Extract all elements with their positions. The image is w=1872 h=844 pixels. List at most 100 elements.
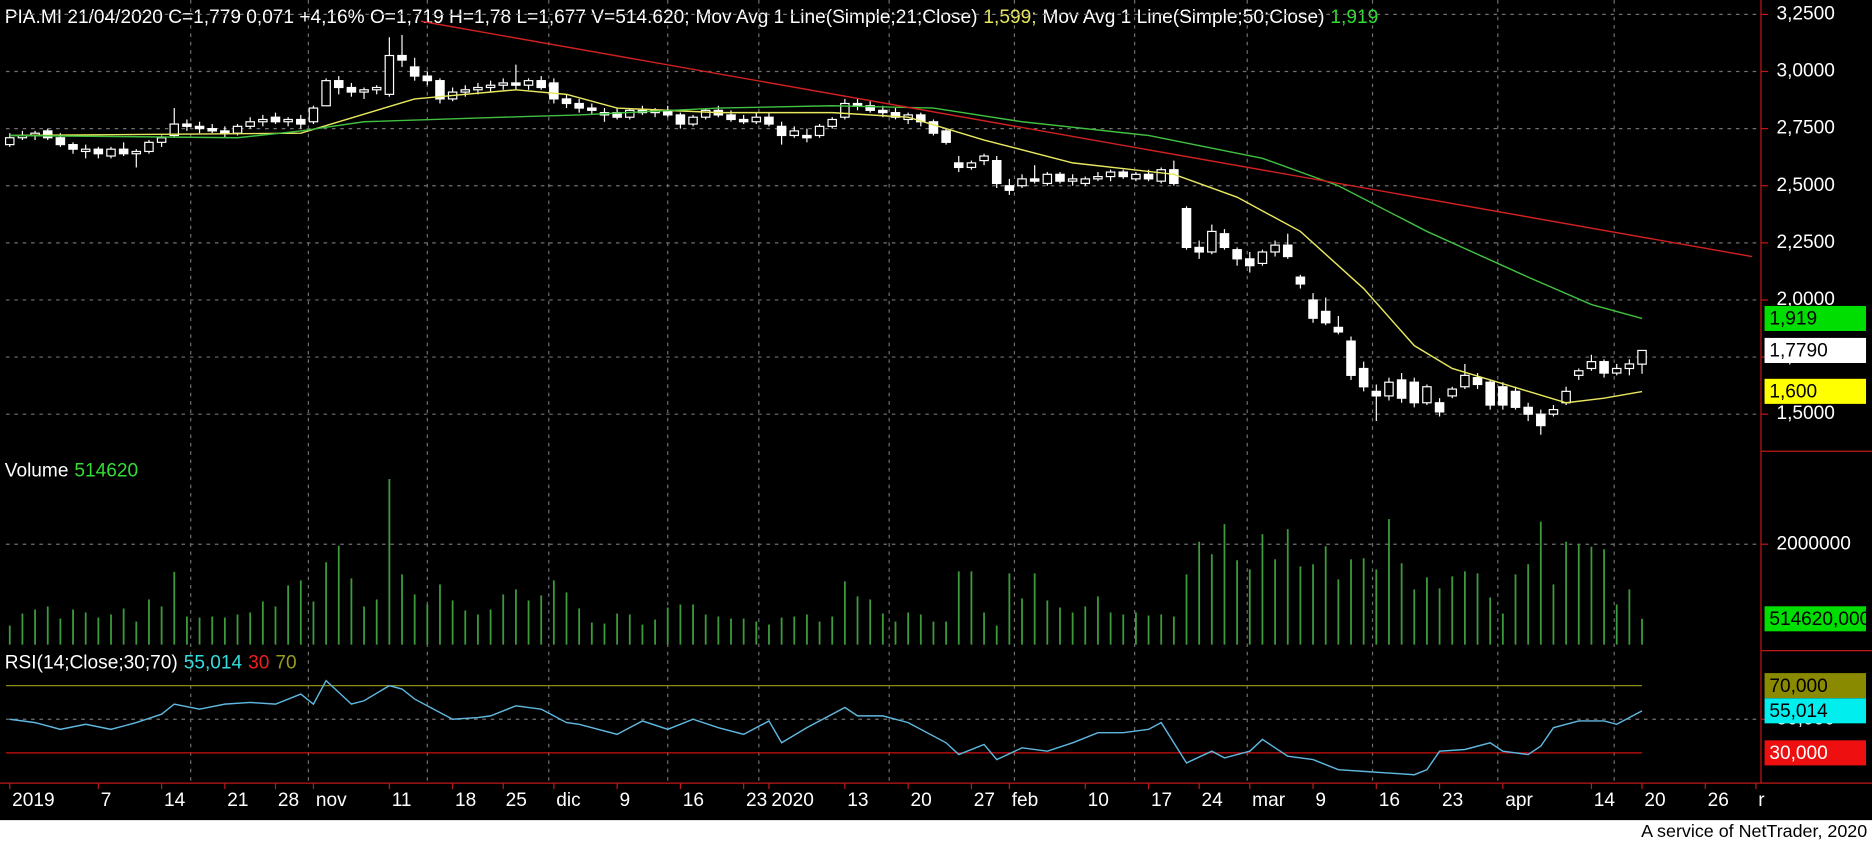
x-tick-label: 23 — [1442, 790, 1463, 811]
candle-body — [131, 150, 142, 155]
last-value-box — [1764, 378, 1867, 404]
x-tick-label: 23 — [746, 790, 767, 811]
candle-body — [296, 118, 306, 125]
panel-legend: Volume 514620 — [5, 461, 138, 482]
background — [0, 0, 1872, 820]
legend-title: RSI(14;Close;30;70) — [5, 653, 178, 674]
last-value-box — [1764, 698, 1867, 724]
candle-body — [511, 82, 521, 86]
candle-body — [865, 105, 875, 111]
candle-body — [1017, 178, 1027, 187]
candle-body — [1485, 381, 1495, 406]
last-value-label: 30,000 — [1769, 743, 1827, 764]
candle-body — [169, 123, 180, 137]
candle-body — [1118, 171, 1129, 178]
candle-body — [1194, 246, 1204, 253]
y-tick-label: 2,0000 — [1776, 289, 1834, 310]
candle-body — [890, 112, 901, 118]
candle-body — [1232, 249, 1242, 260]
candle-body — [1422, 386, 1432, 404]
candle-body — [346, 86, 357, 93]
candle-body — [1624, 363, 1635, 370]
x-tick-label: 26 — [1708, 790, 1729, 811]
candle-body — [1510, 390, 1521, 408]
x-tick-label: 7 — [101, 790, 112, 811]
last-value-box — [1764, 673, 1867, 699]
last-value-label: 70,000 — [1769, 676, 1827, 697]
header-part: Mov Avg 1 Line(Simple;50;Close) — [1043, 7, 1325, 28]
candle-body — [1573, 370, 1584, 376]
footer-band — [0, 820, 1872, 844]
candle-body — [1308, 299, 1318, 319]
candle-body — [700, 109, 711, 118]
candle-body — [321, 80, 331, 107]
candle-body — [55, 137, 66, 146]
candle-body — [1346, 340, 1356, 376]
candle-body — [1637, 349, 1647, 365]
candle-body — [549, 82, 559, 100]
header-part: 1,599; — [983, 7, 1036, 28]
x-tick-label: 14 — [164, 790, 186, 811]
candle-body — [220, 130, 230, 134]
last-value-label: 1,7790 — [1769, 341, 1827, 362]
candle-body — [802, 134, 812, 139]
candle-body — [827, 118, 837, 127]
x-tick-label: 20 — [911, 790, 932, 811]
moving-average — [9, 105, 1643, 320]
candle-body — [751, 116, 762, 123]
candle-body — [1004, 185, 1015, 191]
candle-body — [852, 102, 863, 107]
candle-body — [1257, 251, 1268, 265]
candle-body — [1245, 258, 1255, 267]
x-tick-label: 21 — [227, 790, 248, 811]
panel-legend: RSI(14;Close;30;70) 55,014 30 70 — [5, 653, 297, 674]
candle-body — [1371, 390, 1382, 397]
last-value-box — [1764, 740, 1867, 766]
candle-body — [473, 86, 483, 91]
candle-body — [1029, 178, 1040, 182]
candle-body — [1396, 379, 1407, 399]
candle-body — [1548, 409, 1559, 415]
candle-body — [1282, 244, 1293, 258]
x-tick-label: 9 — [1315, 790, 1326, 811]
candle-body — [688, 116, 698, 125]
candle-body — [1207, 230, 1217, 253]
last-value-box — [1764, 337, 1867, 363]
candle-body — [587, 107, 597, 111]
candle-body — [1561, 390, 1571, 404]
header-part: 1,919 — [1330, 7, 1378, 28]
candle-body — [1181, 207, 1192, 249]
candle-body — [194, 125, 205, 130]
last-value-label: 1,919 — [1769, 309, 1817, 330]
last-value-label: 1,600 — [1769, 382, 1817, 403]
candle-body — [1358, 367, 1369, 388]
candle-body — [1042, 173, 1053, 185]
header-part: PIA.MI 21/04/2020 C=1,779 0,071 +4,16% O… — [5, 7, 690, 28]
candle-body — [80, 148, 91, 153]
candle-body — [1333, 326, 1344, 333]
candle-body — [4, 137, 15, 146]
x-tick-label: mar — [1252, 790, 1286, 811]
candle-body — [93, 148, 104, 155]
candle-body — [1093, 175, 1103, 180]
last-value-label: 514620,000 — [1769, 609, 1870, 630]
candle-body — [536, 80, 546, 89]
y-tick-label: 2000000 — [1776, 533, 1850, 554]
candle-body — [928, 121, 939, 134]
x-tick-label: 24 — [1202, 790, 1224, 811]
candle-body — [878, 109, 888, 114]
candle-body — [460, 89, 471, 93]
candle-body — [232, 125, 243, 134]
x-tick-label: 2019 — [12, 790, 54, 811]
candle-body — [1055, 173, 1065, 182]
candle-body — [1270, 244, 1280, 253]
header: PIA.MI 21/04/2020 C=1,779 0,071 +4,16% O… — [5, 7, 1378, 28]
y-tick-label: 3,0000 — [1776, 61, 1834, 82]
x-tick-label: dic — [556, 790, 581, 811]
candle-body — [1498, 386, 1508, 406]
candle-body — [1599, 361, 1609, 374]
candle-body — [1472, 377, 1483, 386]
candle-body — [1131, 173, 1141, 180]
legend-value: 30 — [248, 653, 269, 674]
